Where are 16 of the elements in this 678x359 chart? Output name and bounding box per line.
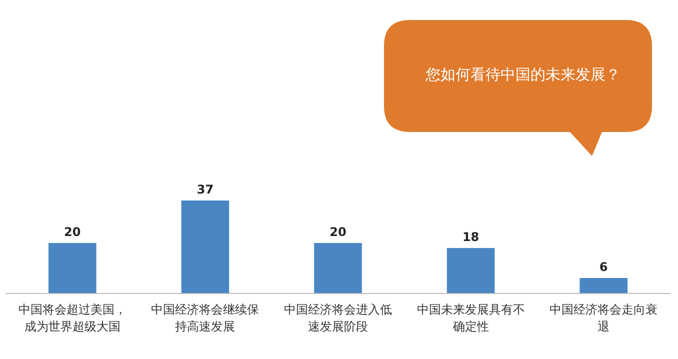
data-label: 20 — [64, 225, 81, 239]
x-tick-label: 中国经济将会继续保持高速发展 — [151, 302, 260, 334]
bar — [181, 200, 230, 293]
data-label: 6 — [599, 260, 608, 274]
bar — [48, 243, 96, 293]
data-label: 20 — [330, 225, 346, 239]
x-tick-label: 中国经济将会进入低速发展阶段 — [284, 302, 392, 334]
x-tick-label: 中国未来发展具有不确定性 — [416, 302, 525, 334]
chart-title: 您如何看待中国的未来发展？ — [424, 66, 620, 84]
bar — [314, 243, 362, 293]
data-label: 37 — [196, 182, 214, 196]
x-tick-label: 中国经济将会走向衰退 — [550, 302, 658, 334]
x-tick-label: 中国将会超过美国，成为世界超级大国 — [18, 302, 126, 334]
data-label: 18 — [462, 230, 480, 244]
bar — [446, 248, 495, 293]
bar — [580, 278, 628, 293]
